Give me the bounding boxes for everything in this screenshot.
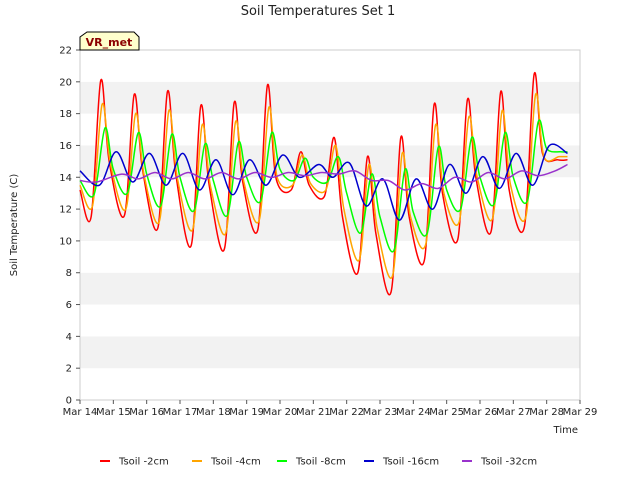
y-axis-ticks: 0 2 4 6 8 10 12 14 16 18 20 22 (59, 46, 80, 407)
legend-item: Tsoil -4cm (192, 457, 261, 468)
station-badge-shape (79, 31, 140, 51)
legend-item: Tsoil -32cm (462, 457, 537, 468)
grid-band (80, 304, 580, 337)
x-tick-label: Mar 20 (263, 407, 298, 418)
y-tick-label: 0 (66, 396, 72, 407)
x-tick-label: Mar 15 (96, 407, 131, 418)
x-tick-label: Mar 21 (296, 407, 331, 418)
y-tick-label: 2 (66, 364, 72, 375)
y-tick-label: 6 (66, 300, 72, 311)
grid-band (80, 272, 580, 305)
series-lines (79, 71, 568, 296)
station-badge: VR_met (79, 31, 140, 51)
series-line-5 (79, 163, 568, 191)
y-tick-label: 22 (59, 46, 72, 57)
legend-label: Tsoil -8cm (295, 457, 346, 468)
grid-band (80, 50, 580, 82)
x-tick-label: Mar 26 (463, 407, 498, 418)
x-tick-label: Mar 25 (429, 407, 464, 418)
chart-title: Soil Temperatures Set 1 (241, 4, 396, 19)
y-tick-label: 12 (59, 205, 72, 216)
plot-frame (79, 49, 581, 401)
x-tick-label: Mar 28 (529, 407, 564, 418)
y-tick-label: 16 (59, 141, 72, 152)
series-line-3 (79, 119, 568, 253)
grid-band (80, 336, 580, 369)
y-tick-label: 18 (59, 109, 72, 120)
x-tick-label: Mar 22 (329, 407, 364, 418)
grid-band (80, 81, 580, 114)
grid-band (80, 209, 580, 241)
legend-item: Tsoil -16cm (364, 457, 439, 468)
legend-label: Tsoil -32cm (480, 457, 537, 468)
x-tick-label: Mar 29 (563, 407, 598, 418)
legend-label: Tsoil -4cm (210, 457, 261, 468)
legend: Tsoil -2cm Tsoil -4cm Tsoil -8cm Tsoil -16c… (100, 457, 537, 468)
y-tick-label: 8 (66, 268, 72, 279)
y-tick-label: 14 (59, 173, 72, 184)
x-tick-label: Mar 16 (129, 407, 164, 418)
grid-band (80, 240, 580, 273)
x-tick-label: Mar 14 (63, 407, 98, 418)
y-axis-label: Soil Temperature (C) (9, 174, 20, 277)
y-tick-label: 4 (66, 332, 72, 343)
y-tick-label: 20 (59, 77, 72, 88)
station-badge-label: VR_met (86, 36, 133, 49)
x-tick-label: Mar 27 (496, 407, 531, 418)
x-tick-label: Mar 17 (163, 407, 198, 418)
x-tick-label: Mar 24 (396, 407, 431, 418)
legend-label: Tsoil -2cm (118, 457, 169, 468)
grid-band (80, 368, 580, 400)
background-bands (80, 50, 580, 400)
x-tick-label: Mar 18 (196, 407, 231, 418)
x-tick-label: Mar 19 (229, 407, 264, 418)
series-line-1 (79, 71, 568, 296)
x-tick-label: Mar 23 (363, 407, 398, 418)
series-line-2 (79, 92, 568, 279)
legend-item: Tsoil -2cm (100, 457, 169, 468)
grid-band (80, 177, 580, 210)
y-tick-label: 10 (59, 236, 72, 247)
legend-label: Tsoil -16cm (382, 457, 439, 468)
x-axis-label: Time (553, 425, 578, 436)
legend-item: Tsoil -8cm (277, 457, 346, 468)
series-line-4 (79, 143, 568, 221)
